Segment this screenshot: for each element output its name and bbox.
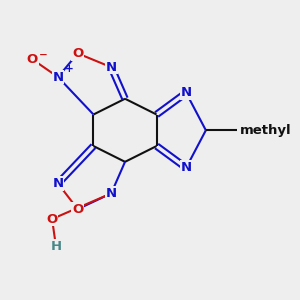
Text: O: O bbox=[27, 53, 38, 66]
Text: H: H bbox=[50, 240, 62, 253]
Text: N: N bbox=[181, 161, 192, 174]
Text: +: + bbox=[65, 64, 74, 74]
Text: N: N bbox=[106, 187, 117, 200]
Text: N: N bbox=[52, 177, 64, 190]
Text: O: O bbox=[46, 212, 58, 226]
Text: N: N bbox=[106, 61, 117, 74]
Text: methyl: methyl bbox=[239, 124, 291, 137]
Text: O: O bbox=[72, 47, 83, 60]
Text: N: N bbox=[181, 86, 192, 99]
Text: O: O bbox=[72, 203, 83, 216]
Text: −: − bbox=[39, 50, 48, 60]
Text: N: N bbox=[52, 70, 64, 83]
